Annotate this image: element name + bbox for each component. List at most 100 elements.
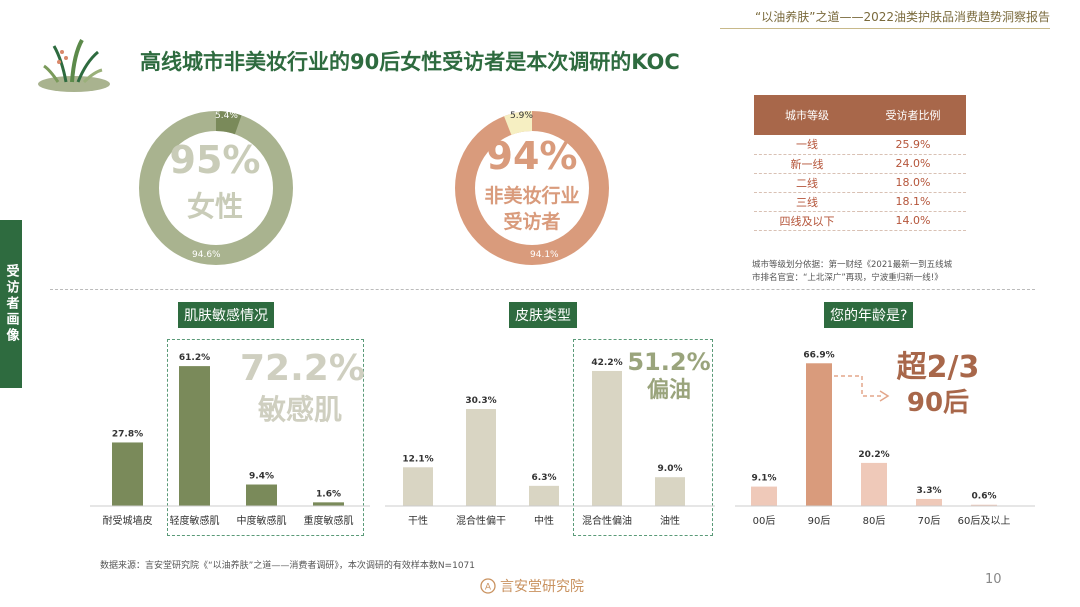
bar-value-label: 0.6% — [972, 492, 997, 502]
industry-minor-pct: 5.9% — [510, 111, 533, 121]
table-cell: 一线 — [754, 135, 860, 155]
table-cell: 18.1% — [860, 192, 966, 212]
gender-big-value: 95% — [169, 138, 261, 182]
gender-main-pct: 94.6% — [192, 250, 221, 260]
category-label: 80后 — [863, 515, 886, 527]
bar-1 — [806, 363, 832, 506]
bar-value-label: 1.6% — [316, 489, 341, 499]
oily-highlight-label: 偏油 — [646, 378, 691, 403]
industry-donut — [455, 111, 609, 265]
bar-0 — [403, 467, 433, 506]
oily-highlight-box — [573, 339, 713, 536]
bar-value-label: 9.4% — [249, 472, 274, 482]
category-label: 混合性偏干 — [456, 514, 506, 527]
table-cell: 24.0% — [860, 154, 966, 174]
category-label: 油性 — [660, 514, 680, 527]
category-label: 60后及以上 — [958, 515, 1011, 527]
bar-value-label: 9.0% — [658, 464, 683, 474]
oily-highlight-value: 51.2% — [627, 348, 711, 376]
bar-0 — [751, 486, 777, 506]
header-divider — [720, 28, 1050, 29]
category-label: 混合性偏油 — [582, 514, 632, 527]
category-label: 重度敏感肌 — [304, 514, 354, 527]
chart-title-skin-type: 皮肤类型 — [509, 302, 577, 328]
table-cell: 25.9% — [860, 135, 966, 155]
bar-value-label: 27.8% — [112, 429, 143, 439]
bar-value-label: 6.3% — [532, 473, 557, 483]
bar-3 — [592, 370, 622, 506]
bar-2 — [861, 462, 887, 506]
bar-value-label: 3.3% — [917, 486, 942, 496]
bar-value-label: 20.2% — [858, 450, 889, 460]
age-bar-chart: 9.1% 00后 66.9% 90后 20.2% 80后 3.3% 70后 0.6% 60后及以上 — [735, 350, 1035, 527]
city-tier-note: 城市等级划分依据：第一财经《2021最新一到五线城 市排名官宣：“上北深广”再现… — [752, 259, 992, 285]
sensitivity-highlight-box — [167, 339, 364, 536]
brand-icon: A — [480, 578, 496, 594]
bar-value-label: 9.1% — [752, 474, 777, 484]
bar-2 — [529, 485, 559, 506]
table-row: 新一线 24.0% — [754, 154, 966, 174]
table-cell: 新一线 — [754, 154, 860, 174]
category-label: 中性 — [534, 514, 554, 527]
bar-3 — [916, 498, 942, 506]
city-tier-table: 城市等级 受访者比例 一线 25.9% 新一线 24.0% 二线 18.0% 三线 18… — [754, 95, 966, 231]
plant-logo-icon — [38, 39, 110, 92]
category-label: 中度敏感肌 — [237, 514, 287, 527]
table-header-share: 受访者比例 — [860, 95, 966, 135]
table-row: 四线及以下 14.0% — [754, 211, 966, 231]
bar-value-label: 42.2% — [591, 358, 622, 368]
bar-value-label: 61.2% — [179, 353, 210, 363]
chart-title-sensitivity: 肌肤敏感情况 — [178, 302, 274, 328]
industry-main-pct: 94.1% — [530, 250, 559, 260]
bar-1 — [179, 366, 210, 506]
age-highlight-value: 超2/3 — [896, 350, 980, 385]
bar-4 — [971, 504, 997, 506]
data-source-note: 数据来源：言安堂研究院《“以油养肤”之道——消费者调研》，本次调研的有效样本数N… — [100, 561, 476, 571]
category-label: 90后 — [808, 515, 831, 527]
category-label: 耐受城墙皮 — [103, 514, 153, 527]
sensitivity-highlight-value: 72.2% — [240, 348, 365, 389]
gender-donut — [139, 111, 293, 265]
bar-value-label: 12.1% — [402, 454, 433, 464]
bar-3 — [313, 502, 344, 506]
gender-minor-pct: 5.4% — [215, 111, 238, 121]
gender-big-label: 女性 — [186, 190, 243, 223]
section-divider — [50, 289, 1035, 290]
table-cell: 二线 — [754, 173, 860, 193]
category-label: 70后 — [918, 515, 941, 527]
table-cell: 14.0% — [860, 211, 966, 231]
table-row: 三线 18.1% — [754, 192, 966, 212]
industry-big-value: 94% — [486, 134, 578, 178]
bar-value-label: 30.3% — [465, 396, 496, 406]
arrow-icon — [834, 375, 890, 402]
skin-type-bar-chart: 12.1% 干性 30.3% 混合性偏干 6.3% 中性 42.2% 混合性偏油 9.0% 油性 — [385, 358, 715, 527]
industry-big-label-2: 受访者 — [503, 211, 561, 233]
svg-text:A: A — [485, 583, 492, 593]
table-cell: 18.0% — [860, 173, 966, 193]
category-label: 00后 — [753, 515, 776, 527]
report-title: “以油养肤”之道——2022油类护肤品消费趋势洞察报告 — [755, 10, 1050, 24]
page-number: 10 — [985, 572, 1002, 587]
sensitivity-bar-chart: 27.8% 耐受城墙皮 61.2% 轻度敏感肌 9.4% 中度敏感肌 1.6% 重度敏感肌 — [90, 353, 370, 527]
bar-2 — [246, 484, 277, 506]
table-row: 二线 18.0% — [754, 173, 966, 193]
table-cell: 四线及以下 — [754, 211, 860, 231]
industry-big-label-1: 非美妆行业 — [484, 185, 580, 207]
city-tier-note-line1: 城市等级划分依据：第一财经《2021最新一到五线城 — [752, 260, 953, 270]
table-row: 一线 25.9% — [754, 135, 966, 155]
bar-value-label: 66.9% — [803, 350, 834, 360]
bar-0 — [112, 442, 143, 506]
brand-logo: A 言安堂研究院 — [480, 576, 584, 596]
bar-4 — [655, 477, 685, 506]
side-tab-label: 受访者画像 — [0, 220, 22, 388]
bar-1 — [466, 409, 496, 506]
category-label: 轻度敏感肌 — [170, 514, 220, 527]
chart-title-age: 您的年龄是? — [824, 302, 914, 328]
sensitivity-highlight-label: 敏感肌 — [257, 393, 342, 426]
table-header-tier: 城市等级 — [754, 95, 860, 135]
age-highlight-label: 90后 — [906, 388, 970, 418]
page-title: 高线城市非美妆行业的90后女性受访者是本次调研的KOC — [140, 50, 680, 74]
brand-name: 言安堂研究院 — [500, 579, 584, 595]
city-tier-note-line2: 市排名官宣：“上北深广”再现，宁波重归新一线!》 — [752, 273, 943, 283]
table-cell: 三线 — [754, 192, 860, 212]
